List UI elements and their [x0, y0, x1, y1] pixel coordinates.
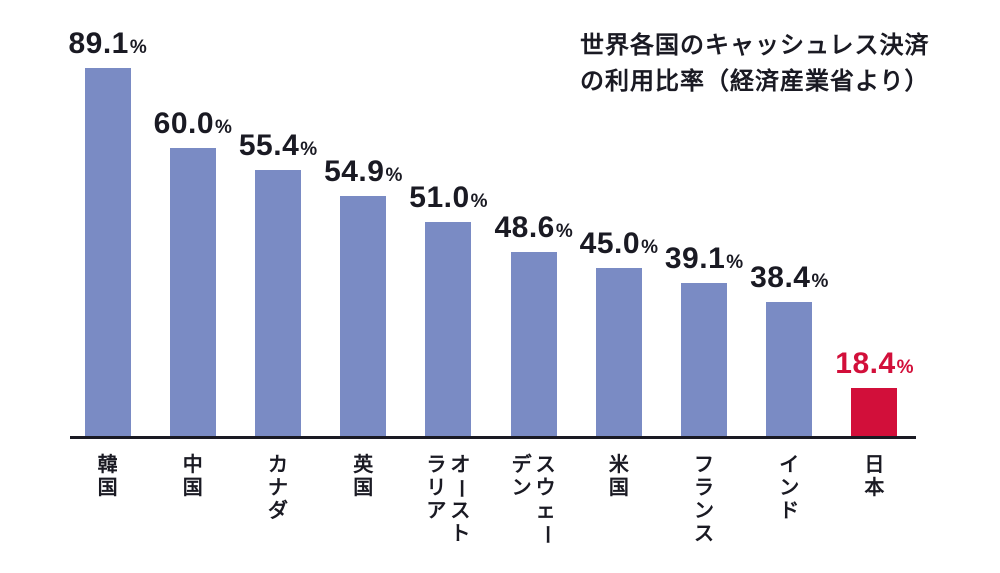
bar	[425, 222, 472, 437]
bar-value-label: 51.0%	[409, 181, 488, 214]
bar-country-label: カナダ	[268, 454, 288, 522]
bar-country-label: 中国	[182, 454, 203, 499]
bar-column: 48.6% スウェーデン	[491, 0, 576, 545]
bar-column: 89.1% 韓国	[65, 0, 150, 499]
bar	[851, 388, 898, 437]
bar-value-label: 54.9%	[324, 155, 403, 188]
bar-country-label: フランス	[694, 454, 715, 545]
bar-value-label: 60.0%	[153, 107, 232, 140]
bar	[595, 268, 642, 437]
bar-column: 18.4% 日本	[832, 0, 917, 499]
bar-country-label: 日本	[864, 454, 885, 499]
bar-country-label: インド	[779, 454, 800, 522]
bar-value-label: 45.0%	[579, 227, 658, 260]
bar	[169, 148, 216, 437]
bar	[510, 252, 557, 437]
bar	[340, 196, 387, 437]
bar-country-label: オーストラリア	[426, 454, 472, 545]
bar-value-label: 18.4%	[835, 347, 914, 380]
bar	[255, 170, 301, 437]
bar-country-label: スウェーデン	[511, 454, 558, 545]
bar-column: 39.1% フランス	[661, 0, 746, 545]
bar-value-label: 38.4%	[750, 261, 829, 294]
x-axis-line	[70, 436, 916, 439]
bar-value-label: 48.6%	[494, 211, 573, 244]
bar-column: 51.0% オーストラリア	[406, 0, 491, 545]
bar-value-label: 89.1%	[68, 27, 147, 60]
chart-title: 世界各国のキャッシュレス決済 の利用比率（経済産業省より）	[580, 32, 930, 95]
bar-column: 54.9% 英国	[321, 0, 406, 499]
bar	[84, 68, 131, 437]
bar-column: 45.0% 米国	[576, 0, 661, 499]
bar-column: 38.4% インド	[747, 0, 832, 522]
bar-chart: 89.1% 韓国 60.0% 中国 55.4% カナダ 54.9% 英国 51.0% オーストラリ…	[65, 0, 917, 545]
bar	[681, 283, 728, 437]
bar-value-label: 39.1%	[664, 242, 744, 275]
bar	[766, 302, 813, 437]
bar-country-label: 韓国	[97, 454, 118, 499]
bar-country-label: 米国	[608, 454, 629, 499]
bar-column: 55.4% カナダ	[235, 0, 320, 522]
bar-value-label: 55.4%	[238, 129, 318, 162]
bar-country-label: 英国	[353, 454, 374, 499]
bar-column: 60.0% 中国	[150, 0, 235, 499]
